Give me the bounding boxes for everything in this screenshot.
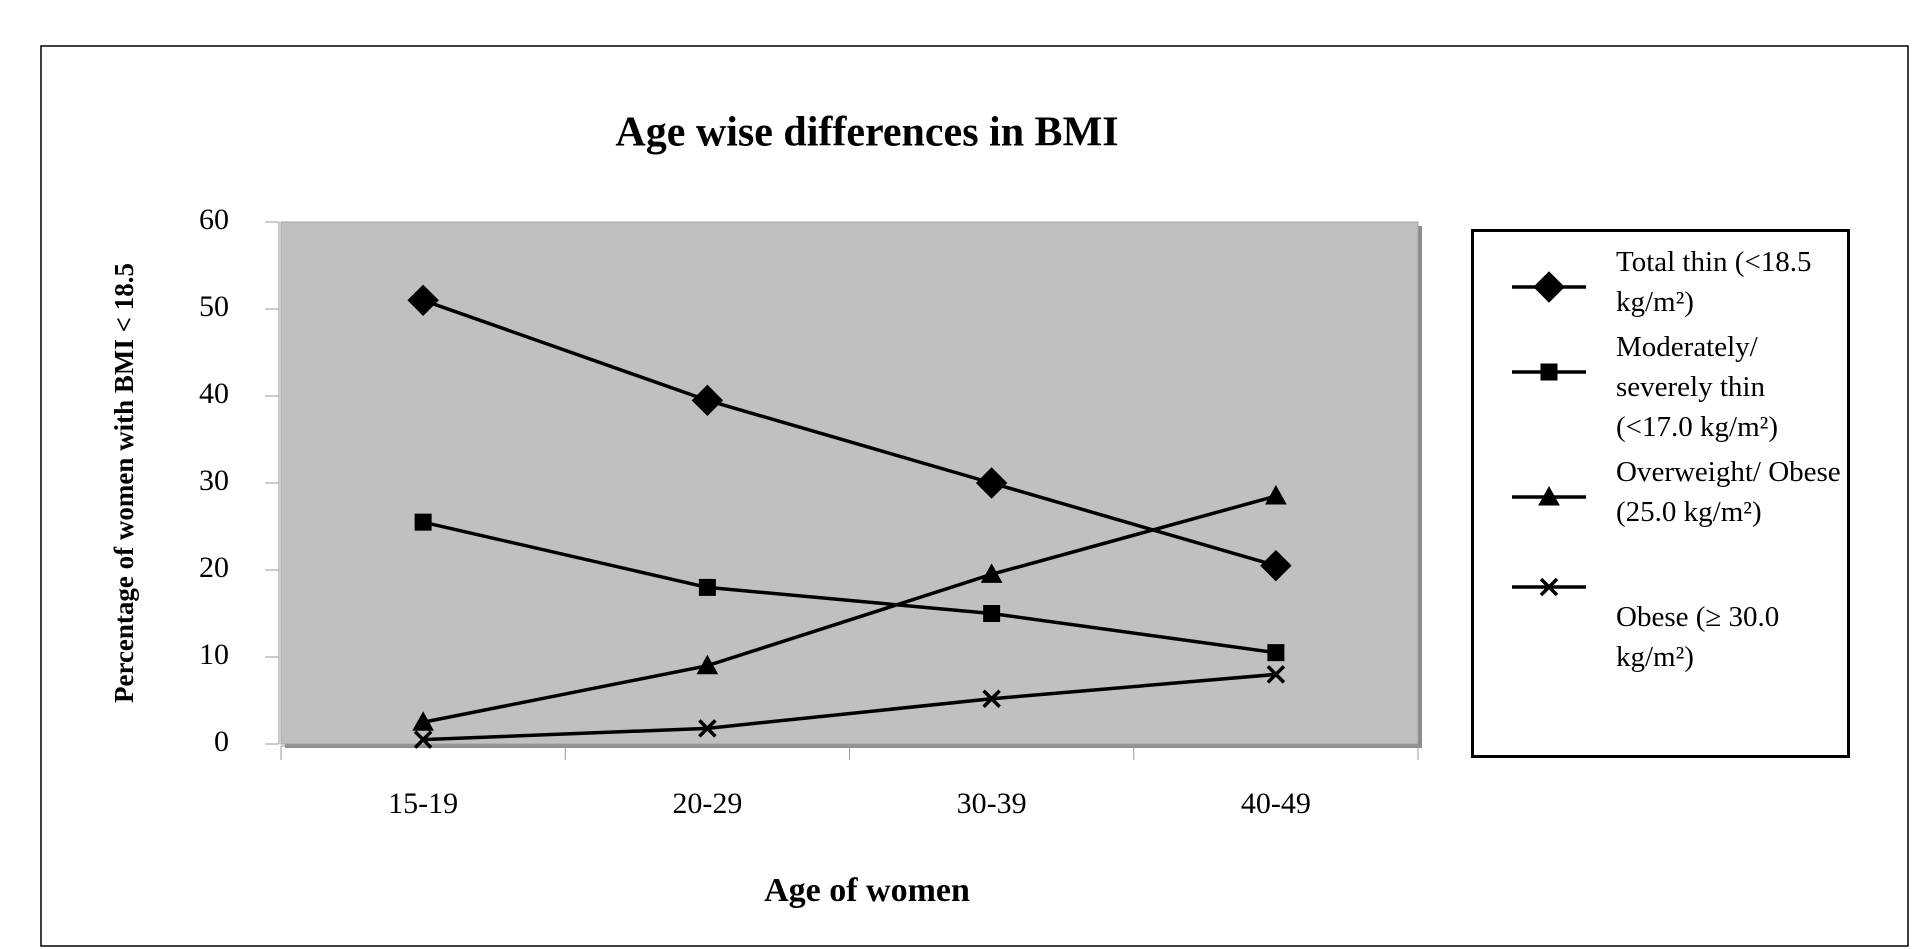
- x-tick-label: 30-39: [957, 787, 1027, 820]
- marker: [1267, 644, 1285, 662]
- marker: [975, 467, 1008, 499]
- legend: Total thin (<18.5 kg/m²) Moderately/ seve…: [1471, 229, 1850, 758]
- chart-title: Age wise differences in BMI: [615, 110, 1118, 156]
- y-tick-label: 20: [199, 551, 229, 584]
- marker: [1539, 577, 1559, 597]
- marker: [696, 654, 719, 675]
- marker: [407, 284, 439, 317]
- y-tick-label: 0: [214, 725, 229, 758]
- y-tick-label: 10: [199, 638, 229, 671]
- marker: [691, 384, 724, 417]
- legend-swatch: [1512, 271, 1586, 303]
- series-line: [422, 520, 1277, 655]
- series-line: [423, 672, 1277, 742]
- marker: [414, 513, 432, 531]
- marker: [413, 730, 433, 749]
- y-tick-label: 30: [199, 464, 229, 497]
- x-tick-label: 20-29: [672, 787, 742, 820]
- legend-label: Moderately/ severely thin (<17.0 kg/m²): [1616, 331, 1778, 443]
- legend-swatch: [1512, 363, 1586, 381]
- y-tick-label: 60: [199, 203, 229, 236]
- marker: [1265, 485, 1287, 505]
- marker: [698, 719, 717, 738]
- marker: [983, 605, 1001, 622]
- marker: [412, 711, 434, 731]
- marker: [1266, 665, 1286, 684]
- y-tick-label: 40: [199, 377, 229, 410]
- marker: [698, 578, 716, 596]
- marker: [982, 689, 1001, 708]
- series-line: [422, 494, 1277, 724]
- y-axis-title: Percentage of women with BMI < 18.5: [109, 263, 139, 703]
- legend-swatch: [1512, 577, 1586, 597]
- y-tick-label: 50: [199, 290, 229, 323]
- marker: [1540, 363, 1558, 381]
- legend-label: Obese (≥ 30.0 kg/m²): [1616, 601, 1780, 673]
- legend-label: Overweight/ Obese (25.0 kg/m²): [1616, 456, 1841, 528]
- x-tick-label: 40-49: [1241, 787, 1311, 820]
- legend-label: Total thin (<18.5 kg/m²): [1616, 246, 1812, 318]
- plot-area: [280, 221, 1419, 745]
- marker: [1260, 549, 1292, 582]
- x-tick-label: 15-19: [388, 787, 458, 820]
- marker: [1538, 485, 1560, 506]
- legend-swatch: [1512, 485, 1586, 506]
- series-line: [422, 298, 1277, 568]
- marker: [980, 563, 1003, 583]
- marker: [1533, 271, 1565, 303]
- x-axis-title: Age of women: [764, 872, 970, 909]
